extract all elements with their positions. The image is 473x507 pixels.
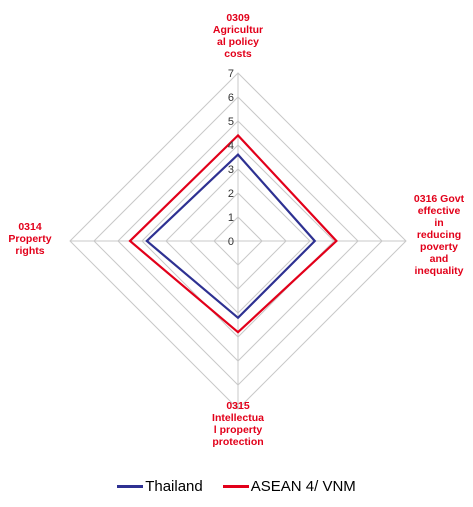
tick-label-2: 2 (228, 188, 234, 200)
radar-chart: 0 1 2 3 4 5 6 7 (69, 68, 407, 410)
legend-swatch-asean (222, 485, 249, 488)
legend-label-thailand: Thailand (145, 478, 203, 495)
axis-label-property-rights: 0314 Property rights (8, 221, 52, 257)
axis-label-govt-poverty-inequality: 0316 Govt effective in reducing poverty … (413, 193, 465, 277)
tick-label-1: 1 (228, 212, 234, 224)
tick-label-7: 7 (228, 68, 234, 80)
tick-label-4: 4 (228, 140, 234, 152)
tick-label-3: 3 (228, 164, 234, 176)
legend-item-asean: ASEAN 4/ VNM (222, 478, 356, 495)
tick-label-5: 5 (228, 116, 234, 128)
legend: Thailand ASEAN 4/ VNM (0, 478, 473, 495)
legend-swatch-thailand (117, 485, 144, 488)
tick-label-6: 6 (228, 92, 234, 104)
legend-item-thailand: Thailand (117, 478, 203, 495)
axis-label-intellectual-property: 0315 Intellectua l property protection (212, 400, 264, 448)
axis-label-agricultural-policy-costs: 0309 Agricultur al policy costs (212, 12, 264, 60)
legend-label-asean: ASEAN 4/ VNM (250, 478, 356, 495)
tick-label-0: 0 (228, 236, 234, 248)
